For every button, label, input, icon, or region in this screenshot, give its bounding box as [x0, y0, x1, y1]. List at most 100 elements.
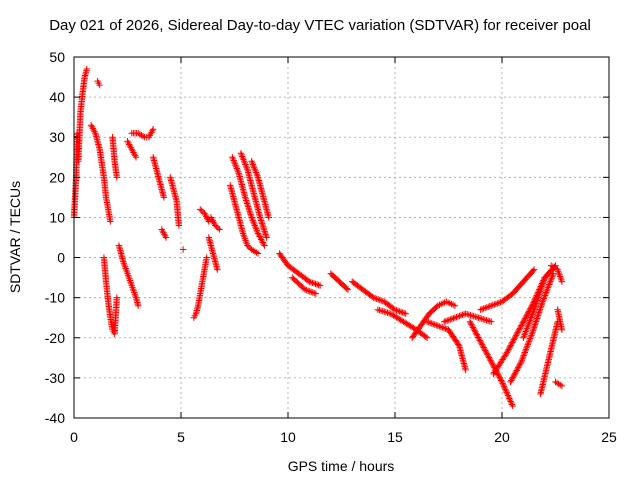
data-point-marker	[547, 276, 555, 284]
data-point-marker	[486, 318, 493, 325]
data-point-marker	[198, 207, 205, 214]
series-arc-24	[327, 270, 352, 293]
data-point-marker	[511, 371, 518, 378]
data-point-marker	[447, 316, 454, 323]
data-point-marker	[528, 330, 536, 337]
data-point-marker	[526, 335, 534, 342]
data-point-marker	[485, 354, 493, 361]
data-point-marker	[248, 158, 255, 165]
data-point-marker	[539, 282, 546, 289]
data-point-marker	[313, 281, 321, 288]
data-point-marker	[88, 123, 96, 130]
data-point-marker	[253, 170, 260, 178]
y-tick-label: 0	[57, 250, 65, 266]
data-point-marker	[455, 341, 462, 348]
data-point-marker	[483, 304, 490, 311]
data-point-marker	[260, 240, 267, 248]
data-point-marker	[396, 308, 403, 315]
data-point-marker	[478, 341, 486, 348]
data-point-marker	[503, 349, 511, 356]
data-point-marker	[534, 294, 542, 301]
series-arc-35	[537, 318, 561, 398]
data-point-marker	[244, 242, 251, 249]
series-arc-16	[207, 214, 223, 233]
data-point-marker	[309, 289, 316, 296]
data-point-marker	[448, 315, 456, 323]
data-point-marker	[467, 319, 474, 327]
data-point-marker	[203, 213, 210, 220]
data-point-marker	[514, 329, 521, 336]
data-point-marker	[536, 306, 544, 313]
data-point-marker	[518, 357, 526, 364]
data-point-marker	[231, 158, 238, 166]
data-point-marker	[525, 320, 532, 327]
data-point-marker	[488, 318, 495, 325]
data-point-marker	[518, 322, 525, 329]
data-point-marker	[249, 159, 256, 167]
series-arc-31	[477, 266, 538, 313]
data-point-marker	[515, 362, 523, 370]
data-point-marker	[250, 162, 257, 170]
series-arc-30	[466, 318, 516, 410]
data-point-marker	[506, 344, 513, 352]
data-point-marker	[245, 243, 252, 251]
data-point-marker	[378, 297, 385, 304]
data-point-marker	[376, 307, 383, 314]
data-point-marker	[250, 247, 257, 254]
data-point-marker	[87, 121, 95, 129]
data-point-marker	[263, 234, 270, 241]
data-point-marker	[304, 277, 312, 284]
data-point-marker	[316, 282, 324, 289]
data-point-marker	[513, 367, 520, 374]
series-arc-7	[115, 242, 142, 309]
data-point-marker	[507, 342, 515, 349]
data-point-marker	[145, 134, 153, 141]
data-point-marker	[521, 316, 528, 324]
data-point-marker	[526, 318, 533, 326]
data-point-marker	[494, 300, 501, 307]
data-point-marker	[128, 146, 135, 153]
data-point-marker	[532, 300, 540, 307]
data-point-marker	[135, 130, 142, 137]
data-point-marker	[506, 395, 513, 402]
data-point-marker	[136, 131, 144, 138]
data-point-marker	[468, 312, 476, 319]
data-point-marker	[250, 219, 257, 226]
data-point-marker	[522, 328, 529, 335]
data-point-marker	[456, 312, 463, 320]
data-point-marker	[535, 309, 543, 316]
data-point-marker	[524, 322, 532, 329]
series-arc-34	[520, 262, 559, 341]
data-point-marker	[209, 217, 216, 224]
data-point-marker	[524, 343, 531, 350]
series-arc-37	[554, 306, 566, 333]
data-point-marker	[531, 322, 538, 330]
data-point-marker	[527, 333, 534, 341]
data-point-marker	[537, 288, 544, 295]
data-point-marker	[509, 402, 516, 410]
data-point-marker	[527, 315, 534, 323]
data-point-marker	[521, 331, 528, 338]
data-point-marker	[254, 250, 262, 257]
data-point-marker	[436, 323, 443, 330]
data-point-marker	[507, 378, 514, 386]
data-point-marker	[485, 303, 492, 311]
data-point-marker	[496, 374, 503, 381]
data-point-marker	[257, 234, 264, 242]
data-point-marker	[445, 316, 453, 324]
data-point-marker	[113, 174, 120, 181]
y-tick-label: -10	[45, 290, 65, 306]
chart-title: Day 021 of 2026, Sidereal Day-to-day VTE…	[49, 17, 591, 34]
data-point-marker	[371, 295, 379, 302]
data-point-marker	[306, 288, 313, 295]
data-point-marker	[480, 344, 487, 351]
series-arc-28	[423, 318, 469, 374]
data-point-marker	[543, 287, 551, 294]
data-point-marker	[522, 347, 529, 355]
data-point-marker	[175, 222, 183, 229]
x-tick-label: 10	[280, 429, 296, 445]
data-point-marker	[536, 307, 543, 315]
data-point-marker	[474, 332, 481, 340]
data-point-marker	[483, 350, 490, 357]
data-point-marker	[214, 224, 222, 232]
